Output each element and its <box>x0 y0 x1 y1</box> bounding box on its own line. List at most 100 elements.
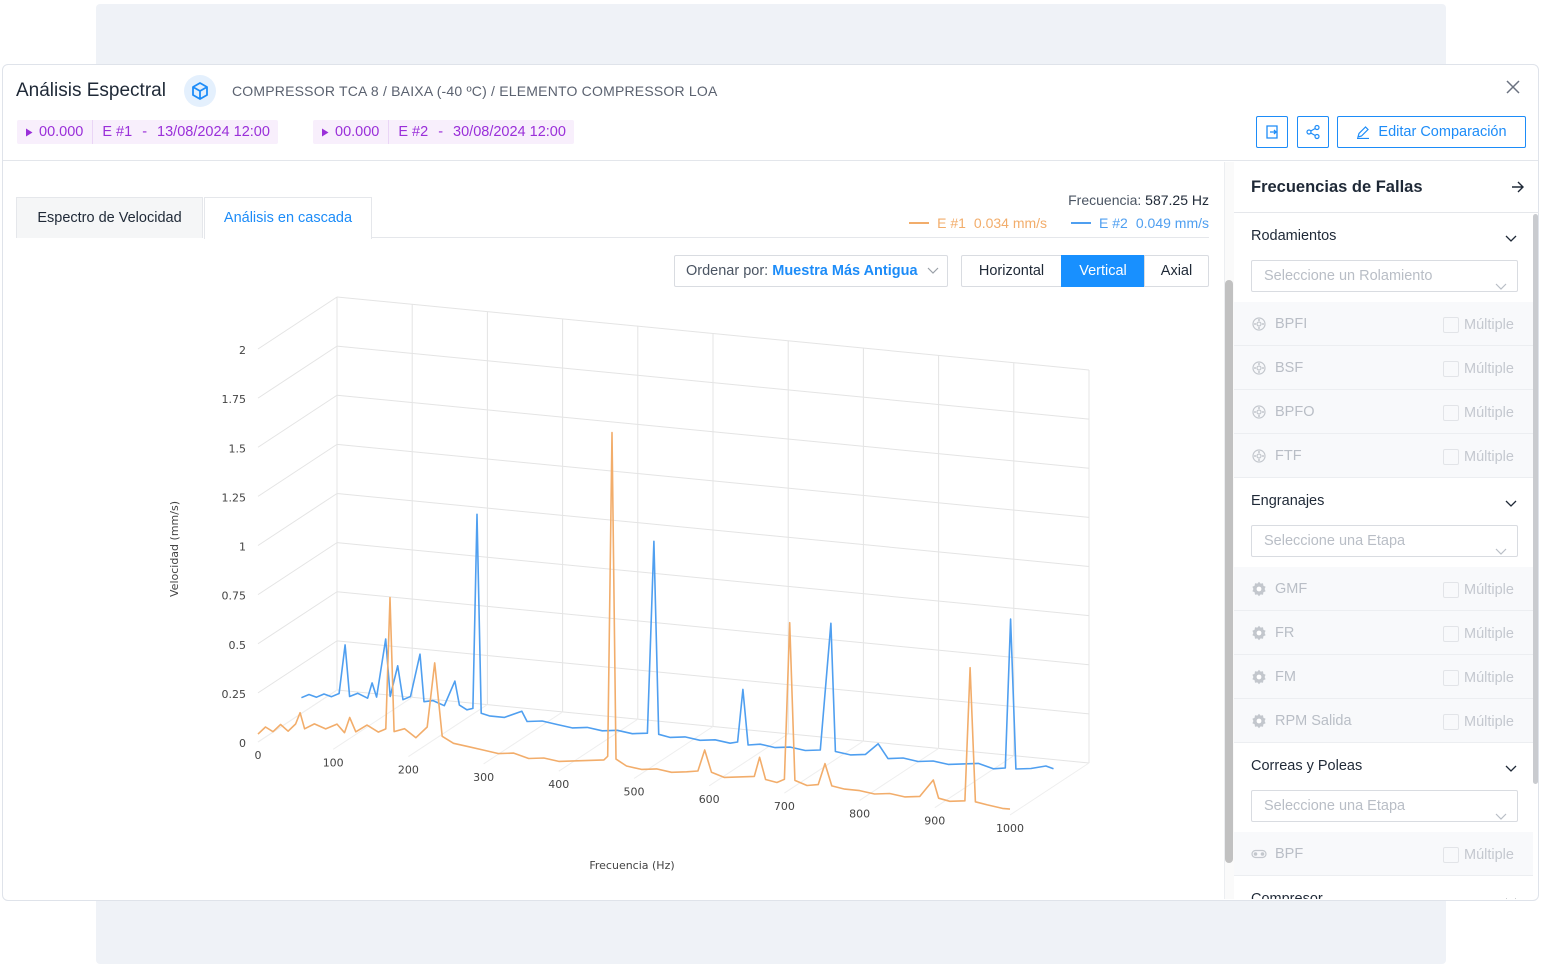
breadcrumb: COMPRESSOR TCA 8 / BAIXA (-40 ºC) / ELEM… <box>232 83 718 99</box>
fault-row: FTF Múltiple <box>1234 434 1533 478</box>
legend-item[interactable]: E #1 0.034 mm/s <box>909 214 1047 232</box>
chevron <box>1505 235 1517 242</box>
fault-row: BPF Múltiple <box>1234 832 1533 876</box>
collapse-arrow[interactable] <box>1511 180 1525 194</box>
multiple-checkbox[interactable] <box>1443 361 1459 377</box>
stage-select[interactable]: Seleccione una Etapa <box>1251 790 1518 822</box>
cube-glyph <box>192 82 208 100</box>
multiple-label: Múltiple <box>1464 317 1514 333</box>
y-tick-label: 1.5 <box>229 442 247 455</box>
grid-line <box>257 394 338 448</box>
edit-comparison-label: Editar Comparación <box>1378 124 1507 140</box>
x-tick-label: 1000 <box>996 822 1024 835</box>
sample-code: 00.000 <box>39 124 84 140</box>
gear-icon <box>1252 713 1266 729</box>
grid-line <box>257 493 338 546</box>
multiple-label: Múltiple <box>1464 714 1514 730</box>
section-divider <box>1234 742 1533 743</box>
grid-line <box>408 704 488 758</box>
bearing-icon <box>1252 449 1266 463</box>
grid-line <box>1009 762 1090 816</box>
panel-scrollbar[interactable] <box>1533 214 1538 784</box>
fault-icon <box>1251 316 1267 332</box>
x-tick-label: 0 <box>255 749 262 762</box>
y-tick-label: 2 <box>239 344 246 357</box>
chevron <box>1495 537 1507 567</box>
share-icon <box>1306 124 1320 140</box>
sample-date: 13/08/2024 12:00 <box>157 124 270 140</box>
legend-item[interactable]: E #2 0.049 mm/s <box>1071 214 1209 232</box>
belt-icon <box>1251 849 1267 859</box>
chevron <box>1495 272 1507 302</box>
bearing-icon <box>1252 317 1266 331</box>
legend-value: 0.049 mm/s <box>1135 215 1209 231</box>
multiple-checkbox[interactable] <box>1443 714 1459 730</box>
fault-row: FM Múltiple <box>1234 655 1533 699</box>
section-toggle[interactable] <box>1504 496 1518 507</box>
chevron <box>927 267 939 274</box>
legend-name: E #1 <box>937 215 966 231</box>
tab-underline <box>372 237 1209 238</box>
bearing-icon <box>1252 361 1266 375</box>
export-button[interactable] <box>1256 116 1288 148</box>
scrollbar-thumb[interactable] <box>1225 280 1233 863</box>
legend-value: 0.034 mm/s <box>973 215 1048 231</box>
multiple-checkbox[interactable] <box>1443 449 1459 465</box>
tab[interactable]: Espectro de Velocidad <box>16 197 203 238</box>
multiple-label: Múltiple <box>1464 626 1514 642</box>
section-toggle[interactable] <box>1504 894 1518 899</box>
bearing-icon <box>1252 405 1266 419</box>
waterfall-chart: 0 0.25 0.5 0.75 1 1.25 1.5 1.75 2 0 100 200 300 400 50… <box>168 296 1090 872</box>
chevron <box>1495 802 1507 832</box>
tab-active[interactable]: Análisis en cascada <box>204 197 372 239</box>
cube-icon[interactable] <box>184 75 216 107</box>
direction-button-active[interactable]: Vertical <box>1061 255 1145 287</box>
grid-line <box>257 689 338 743</box>
edit-comparison-button[interactable]: Editar Comparación <box>1337 116 1526 148</box>
x-tick-label: 400 <box>548 778 569 791</box>
multiple-checkbox[interactable] <box>1443 670 1459 686</box>
section-toggle[interactable] <box>1504 231 1518 242</box>
fault-row: BPFO Múltiple <box>1234 390 1533 434</box>
sort-value: Muestra Más Antigua <box>772 263 918 279</box>
x-tick-label: 800 <box>849 807 870 820</box>
section-toggle[interactable] <box>1504 761 1518 772</box>
frequency-readout: Frecuencia: 587.25 Hz <box>1068 191 1209 209</box>
gear-icon <box>1252 581 1266 597</box>
x-tick-label: 900 <box>924 815 945 828</box>
multiple-label: Múltiple <box>1464 582 1514 598</box>
frequency-label: Frecuencia: <box>1068 192 1142 208</box>
fault-label: GMF <box>1275 581 1308 597</box>
multiple-checkbox[interactable] <box>1443 582 1459 598</box>
direction-button[interactable]: Axial <box>1144 255 1209 287</box>
y-tick-label: 0 <box>239 737 246 750</box>
sort-select[interactable]: Ordenar por: Muestra Más Antigua <box>674 255 948 287</box>
section-title: Correas y Poleas <box>1251 758 1363 774</box>
fault-row: GMF Múltiple <box>1234 567 1533 611</box>
close-button[interactable] <box>1505 79 1521 95</box>
stage-select[interactable]: Seleccione una Etapa <box>1251 525 1518 557</box>
section-title: Compresor <box>1251 891 1323 899</box>
stage-select[interactable]: Seleccione un Rolamiento <box>1251 260 1518 292</box>
y-tick-label: 0.75 <box>222 590 247 603</box>
export-icon <box>1266 125 1278 139</box>
multiple-label: Múltiple <box>1464 670 1514 686</box>
multiple-checkbox[interactable] <box>1443 317 1459 333</box>
spectrum-line <box>301 513 1054 770</box>
multiple-label: Múltiple <box>1464 847 1514 863</box>
fault-row: BSF Múltiple <box>1234 346 1533 390</box>
multiple-checkbox[interactable] <box>1443 626 1459 642</box>
legend-name: E #2 <box>1099 215 1128 231</box>
spectrum-line <box>257 431 1011 810</box>
fault-row: RPM Salida Múltiple <box>1234 699 1533 743</box>
sample-chip[interactable]: 00.000 E #2-30/08/2024 12:00 <box>313 120 574 144</box>
x-tick-label: 300 <box>473 771 494 784</box>
grid-line <box>859 747 939 801</box>
share-button[interactable] <box>1297 116 1329 148</box>
grid-line <box>257 591 338 645</box>
multiple-checkbox[interactable] <box>1443 405 1459 421</box>
sample-chip[interactable]: 00.000 E #1-13/08/2024 12:00 <box>17 120 278 144</box>
multiple-checkbox[interactable] <box>1443 847 1459 863</box>
header-divider <box>3 160 1538 161</box>
